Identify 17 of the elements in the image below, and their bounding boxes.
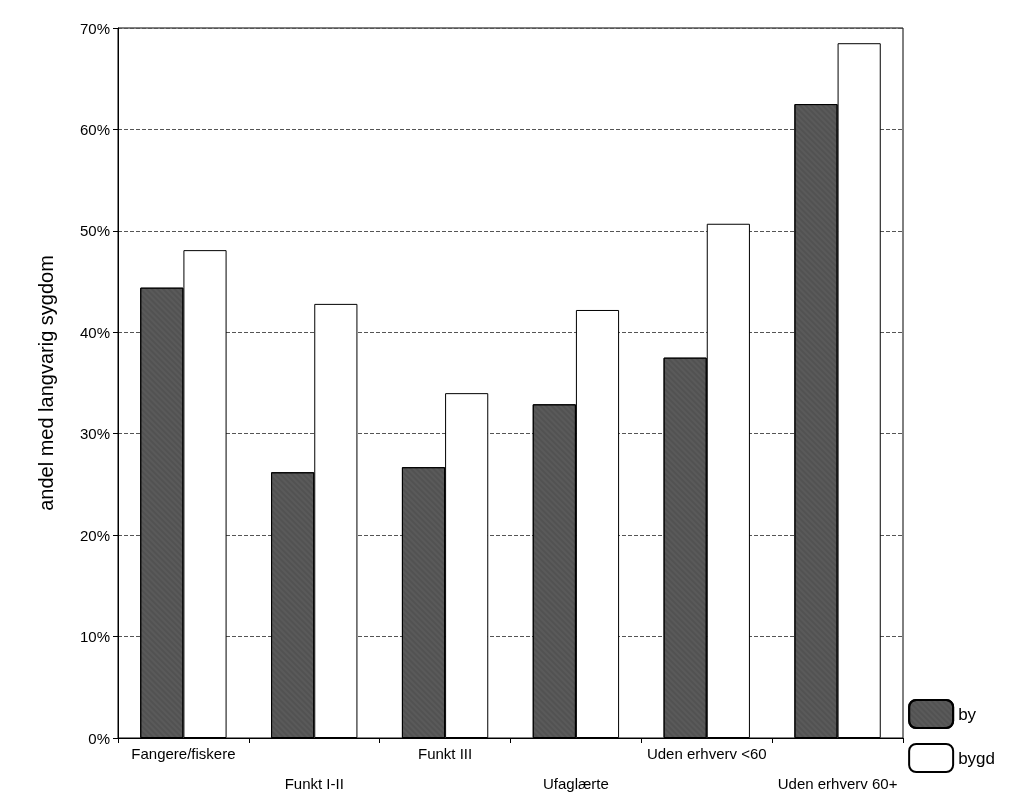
x-tick-label: Fangere/fiskere [131, 745, 236, 762]
legend-label: by [958, 704, 977, 724]
y-tick-label: 20% [79, 526, 110, 544]
y-axis-title: andel med langvarig sygdom [35, 255, 57, 511]
x-tick-label: Funkt III [417, 745, 473, 762]
y-tick-label: 50% [79, 222, 110, 240]
x-tick-label: Uden erhverv 60+ [777, 775, 898, 792]
x-tick-label: Uden erhverv <60 [646, 745, 767, 762]
y-tick-label: 40% [79, 323, 110, 341]
legend-label: bygd [958, 748, 996, 768]
y-tick-label: 10% [79, 628, 110, 646]
x-tick-label: Funkt I-II [284, 775, 344, 792]
x-tick-label: Ufaglærte [542, 775, 609, 792]
y-tick-label: 60% [79, 120, 110, 138]
y-tick-label: 0% [88, 729, 110, 747]
y-tick-label: 70% [79, 19, 110, 37]
y-tick-label: 30% [79, 425, 110, 443]
